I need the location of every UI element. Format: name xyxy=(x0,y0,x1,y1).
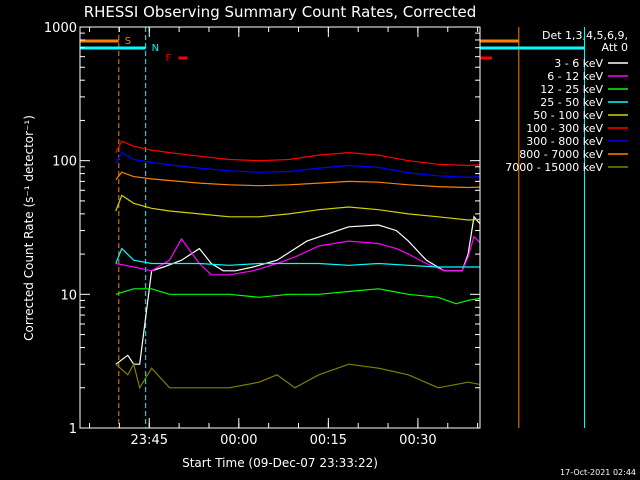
x-axis-label: Start Time (09-Dec-07 23:33:22) xyxy=(182,456,378,470)
legend-label: 800 - 7000 keV xyxy=(519,148,603,161)
series-line-300-800-kev xyxy=(115,151,480,179)
series-line-3-6-kev xyxy=(115,215,480,365)
x-tick-label: 00:00 xyxy=(220,433,257,448)
legend-label: 100 - 300 keV xyxy=(526,122,603,135)
flag-n-label: N xyxy=(152,43,159,54)
series-line-7000-15000-kev xyxy=(115,362,480,390)
flag-f-label: F xyxy=(166,53,172,64)
legend-header-line-2: Att 0 xyxy=(602,41,628,54)
series-line-50-100-kev xyxy=(115,194,480,221)
legend-label: 25 - 50 keV xyxy=(540,96,603,109)
x-tick-label: 23:45 xyxy=(131,433,168,448)
legend-label: 50 - 100 keV xyxy=(533,109,603,122)
y-tick-label: 1 xyxy=(69,422,77,437)
legend-label: 300 - 800 keV xyxy=(526,135,603,148)
legend-label: 6 - 12 keV xyxy=(547,70,603,83)
plot-frame xyxy=(79,26,481,429)
x-tick-label: 00:15 xyxy=(310,433,347,448)
legend-label: 12 - 25 keV xyxy=(540,83,603,96)
y-tick-label: 1000 xyxy=(44,21,77,36)
x-tick-label: 00:30 xyxy=(399,433,436,448)
series-line-12-25-kev xyxy=(115,288,480,305)
series-line-6-12-kev xyxy=(115,235,480,276)
legend-label: 7000 - 15000 keV xyxy=(505,161,603,174)
series-line-100-300-kev xyxy=(115,140,480,167)
legend-label: 3 - 6 keV xyxy=(554,57,603,70)
y-tick-label: 100 xyxy=(52,155,77,170)
chart-title: RHESSI Observing Summary Count Rates, Co… xyxy=(84,3,477,21)
y-tick-label: 10 xyxy=(60,288,77,303)
flag-s-label: S xyxy=(125,36,131,47)
generation-timestamp: 17-Oct-2021 02:44 xyxy=(560,468,636,477)
plot-area: S NF 1 10 100 1000 23:45 00:00 00:15 00:30 3 - 6 k… xyxy=(44,21,628,448)
series-line-25-50-kev xyxy=(115,247,480,268)
series-line-800-7000-kev xyxy=(115,171,480,189)
y-axis-label: Corrected Count Rate (s⁻¹ detector⁻¹) xyxy=(22,115,36,341)
legend-header-line-1: Det 1,3,4,5,6,9, xyxy=(542,29,628,42)
